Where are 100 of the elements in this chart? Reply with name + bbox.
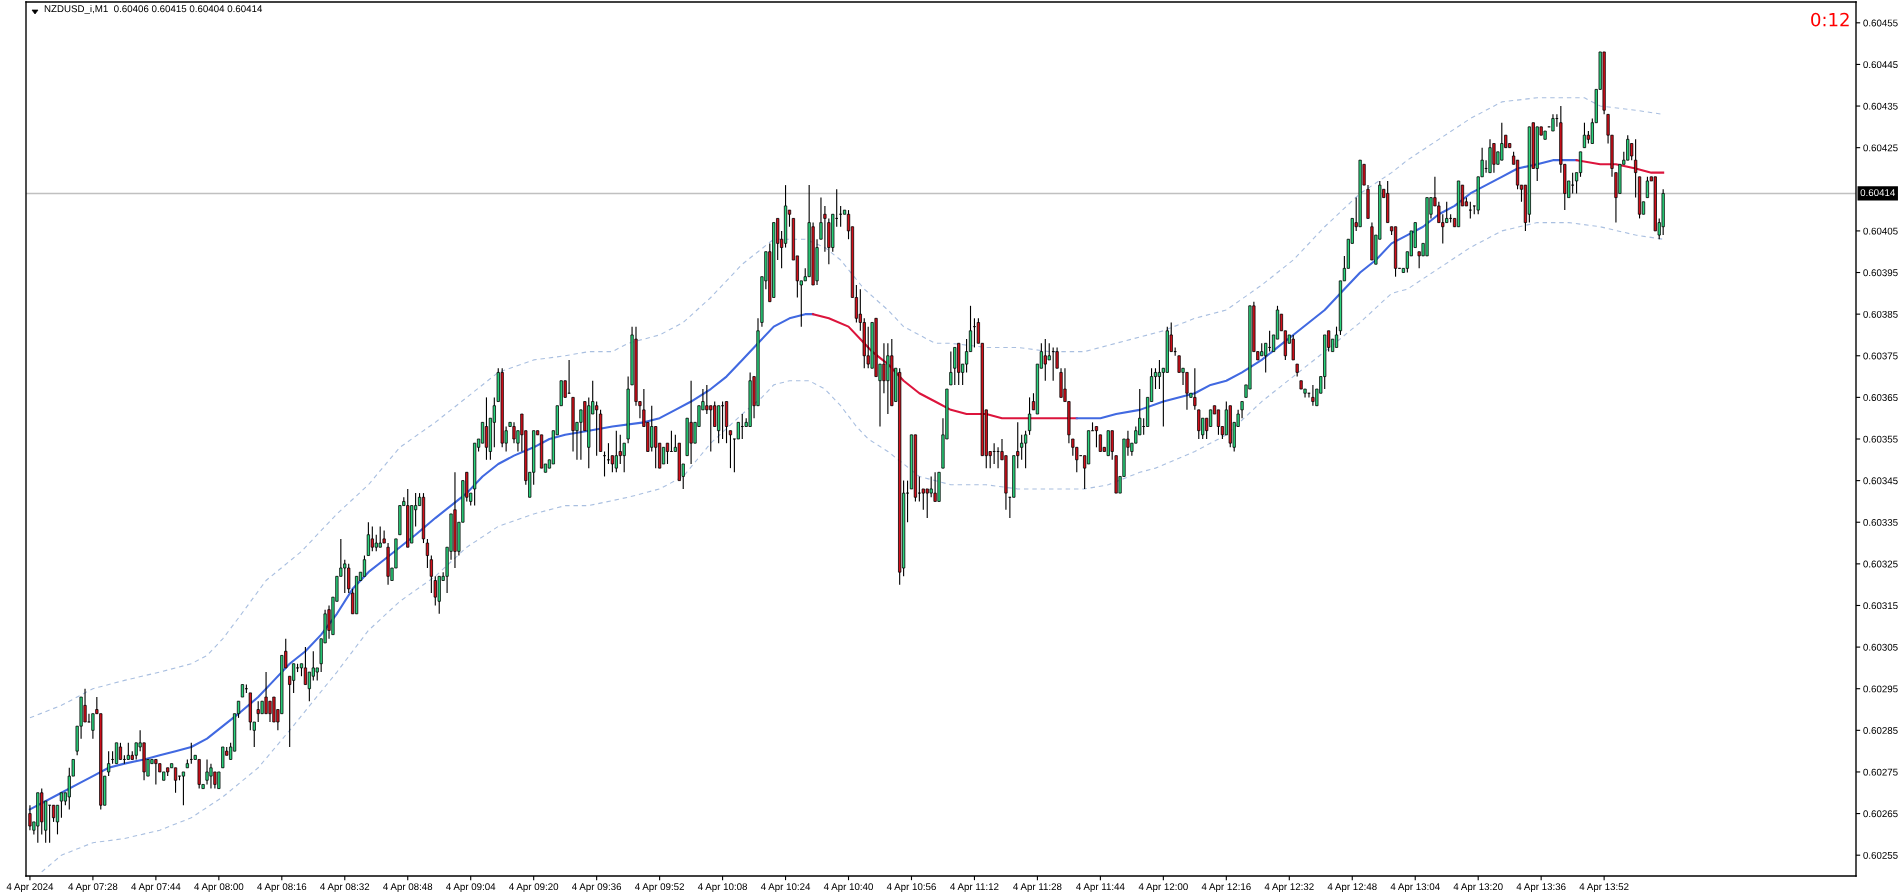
y-tick-label: 0.60395 <box>1863 269 1898 277</box>
candlestick <box>595 400 599 457</box>
x-tick-label: 4 Apr 08:48 <box>383 883 433 893</box>
x-tick-label: 4 Apr 09:20 <box>509 883 559 893</box>
y-tick-label: 0.60295 <box>1863 685 1898 693</box>
candlestick <box>347 563 351 594</box>
candlestick <box>1185 371 1189 411</box>
x-tick-label: 4 Apr 09:04 <box>446 883 496 893</box>
x-tick-label: 4 Apr 10:24 <box>760 883 811 893</box>
x-tick-label: 4 Apr 12:32 <box>1264 883 1314 893</box>
candlestick <box>292 663 296 694</box>
y-tick-label: 0.60325 <box>1863 560 1898 568</box>
x-tick-label: 4 Apr 13:20 <box>1453 883 1503 893</box>
y-tick-label: 0.60385 <box>1863 310 1898 318</box>
candlestick <box>1197 409 1201 440</box>
candlestick <box>480 421 485 444</box>
candlestick <box>83 688 87 723</box>
ref-line-label: 0.60414 <box>1860 189 1896 197</box>
candlestick <box>654 425 658 469</box>
candlestick <box>709 405 713 453</box>
x-tick-label: 4 Apr 13:36 <box>1516 883 1566 893</box>
candlestick <box>1311 384 1315 407</box>
candlestick <box>1193 367 1197 411</box>
line-series <box>41 222 1664 873</box>
y-tick-label: 0.60345 <box>1863 477 1898 485</box>
y-tick-label: 0.60355 <box>1863 435 1898 443</box>
annotation: 0:12 <box>1811 12 1849 27</box>
x-tick-label: 4 Apr 08:16 <box>257 883 307 893</box>
candlestick <box>362 554 367 577</box>
candlestick <box>705 384 709 415</box>
y-tick-label: 0.60335 <box>1863 518 1898 526</box>
line-series <box>29 97 1664 719</box>
candlestick <box>949 351 953 386</box>
x-tick-label: 4 Apr 12:48 <box>1327 883 1377 893</box>
candlestick <box>268 700 272 723</box>
x-tick-label: 4 Apr 08:32 <box>320 883 370 893</box>
candlestick <box>1571 172 1575 195</box>
x-tick-label: 4 Apr 13:52 <box>1579 883 1629 893</box>
y-tick-label: 0.60285 <box>1863 727 1898 734</box>
candlestick <box>1094 425 1099 448</box>
candlestick <box>1043 338 1047 382</box>
y-tick-label: 0.60455 <box>1863 19 1898 27</box>
y-tick-label: 0.60365 <box>1863 394 1898 401</box>
candlestick <box>882 342 886 394</box>
y-tick-label: 0.60445 <box>1863 61 1898 69</box>
candlestick <box>713 400 717 428</box>
x-tick-label: 4 Apr 08:00 <box>194 883 244 893</box>
candlestick <box>953 346 957 386</box>
candlestick <box>512 421 516 444</box>
candlestick <box>925 488 929 519</box>
candlestick <box>378 525 382 548</box>
x-tick-label: 4 Apr 09:36 <box>572 883 622 893</box>
x-tick-label: 4 Apr 13:04 <box>1390 883 1440 893</box>
candlestick <box>173 767 178 794</box>
candlestick <box>1334 326 1339 348</box>
candlestick <box>1291 334 1295 361</box>
candlestick <box>370 525 374 552</box>
candlestick <box>181 771 186 806</box>
x-tick-label: 4 Apr 10:56 <box>886 883 936 893</box>
chart-title: NZDUSD_i,M1 0.60406 0.60415 0.60404 0.60414 <box>44 5 263 14</box>
candlestick <box>650 405 654 453</box>
x-tick-label: 4 Apr 12:00 <box>1138 883 1188 893</box>
candlestick <box>1578 151 1583 178</box>
candlestick <box>1500 122 1504 161</box>
x-tick-label: 4 Apr 07:44 <box>131 883 181 893</box>
candlestick <box>929 475 933 498</box>
y-tick-label: 0.60275 <box>1863 768 1898 776</box>
candlestick <box>689 380 693 465</box>
candlestick <box>264 671 268 715</box>
candlestick <box>933 471 937 502</box>
candlestick <box>205 758 209 785</box>
candlestick <box>303 646 308 686</box>
candlestick <box>1626 134 1630 161</box>
candlestick <box>614 430 618 473</box>
candlestick <box>307 671 311 702</box>
y-tick-label: 0.60315 <box>1863 602 1898 610</box>
y-tick-label: 0.60375 <box>1863 352 1898 360</box>
candlestick <box>221 746 225 769</box>
candlestick <box>1492 142 1496 174</box>
x-tick-label: 4 Apr 10:40 <box>823 883 873 893</box>
y-tick-label: 0.60255 <box>1863 851 1898 859</box>
candlestick <box>728 430 733 469</box>
y-tick-label: 0.60305 <box>1863 643 1898 651</box>
candlestick <box>1024 430 1028 469</box>
x-tick-label: 4 Apr 11:44 <box>1076 883 1125 893</box>
x-tick-label: 4 Apr 11:12 <box>950 883 999 893</box>
candlestick <box>343 559 347 594</box>
candlestick <box>256 700 260 723</box>
candlestick <box>154 758 158 785</box>
x-tick-label: 4 Apr 09:52 <box>634 883 684 893</box>
y-tick-label: 0.60425 <box>1863 144 1898 152</box>
candlestick <box>1216 409 1221 436</box>
candlestick <box>366 521 370 557</box>
x-tick-label: 4 Apr 07:28 <box>68 883 118 893</box>
y-tick-label: 0.60265 <box>1863 810 1898 818</box>
candlestick <box>1027 396 1032 436</box>
y-tick-label: 0.60435 <box>1863 102 1898 110</box>
line-series <box>28 313 815 811</box>
x-tick-label: 4 Apr 10:08 <box>697 883 748 893</box>
candlestick <box>209 763 213 790</box>
